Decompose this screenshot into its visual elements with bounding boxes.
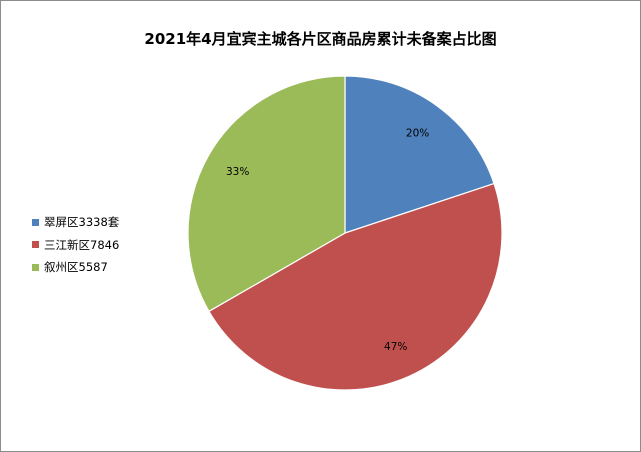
- legend-item: 翠屏区3338套: [32, 211, 119, 234]
- legend-label: 三江新区7846: [44, 237, 120, 252]
- pie-slice: [208, 182, 503, 391]
- pie-data-label: 20%: [406, 127, 429, 139]
- pie-slice: [344, 75, 495, 234]
- legend-swatch: [32, 218, 39, 226]
- pie-slice: [187, 75, 346, 313]
- legend-label: 翠屏区3338套: [44, 215, 120, 230]
- legend-swatch: [32, 241, 39, 249]
- pie-data-label: 33%: [226, 166, 249, 178]
- legend-label: 叙州区5587: [44, 260, 108, 275]
- pie-data-label: 47%: [384, 341, 407, 353]
- legend: 翠屏区3338套 三江新区7846 叙州区5587: [32, 211, 119, 279]
- legend-swatch: [32, 263, 39, 271]
- legend-item: 三江新区7846: [32, 234, 119, 257]
- chart-title: 2021年4月宜宾主城各片区商品房累计未备案占比图: [144, 30, 497, 48]
- legend-item: 叙州区5587: [32, 256, 119, 279]
